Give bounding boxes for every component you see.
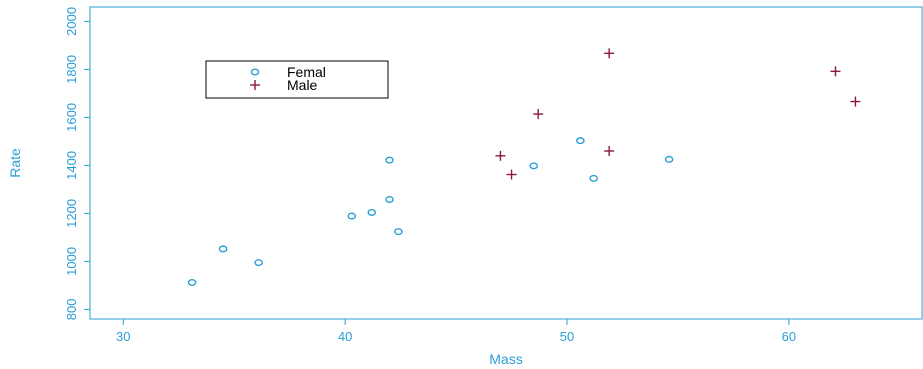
y-tick-label-1400: 1400	[64, 151, 79, 180]
point-male-0	[495, 150, 506, 161]
point-femal-9	[576, 137, 585, 145]
x-tick-label-50: 50	[560, 329, 574, 344]
point-femal-1	[218, 245, 228, 253]
point-male-1	[506, 169, 517, 180]
y-tick-label-1600: 1600	[64, 103, 79, 132]
point-femal-8	[529, 162, 539, 170]
y-tick-label-1000: 1000	[64, 247, 79, 276]
legend-label-femal: Femal	[287, 64, 326, 80]
point-male-4	[604, 146, 615, 156]
x-tick-label-40: 40	[338, 329, 352, 344]
plot-area-frame	[89, 6, 923, 320]
y-axis: 800 1000 1200 1400 1600 1800 2000	[64, 7, 90, 320]
point-femal-4	[367, 208, 377, 216]
data-points	[187, 48, 861, 287]
point-femal-2	[254, 259, 263, 267]
x-tick-label-30: 30	[116, 329, 130, 344]
x-tick-label-60: 60	[782, 329, 796, 344]
y-tick-label-1200: 1200	[64, 199, 79, 228]
point-male-5	[830, 66, 841, 77]
x-axis-title: Mass	[489, 351, 522, 367]
point-femal-10	[589, 174, 598, 182]
legend-marker-male	[250, 80, 260, 90]
point-male-2	[533, 109, 544, 120]
point-femal-3	[347, 212, 357, 220]
legend-box	[205, 60, 389, 99]
point-femal-7	[394, 228, 403, 236]
point-femal-0	[187, 279, 197, 287]
y-tick-label-800: 800	[64, 299, 79, 321]
y-tick-label-2000: 2000	[64, 7, 79, 36]
point-male-3	[604, 48, 615, 59]
legend-label-male: Male	[287, 77, 318, 93]
y-tick-label-1800: 1800	[64, 55, 79, 84]
point-male-6	[850, 96, 861, 107]
point-femal-6	[385, 195, 394, 203]
y-axis-title: Rate	[7, 148, 23, 178]
point-femal-5	[385, 156, 394, 164]
x-axis: 30 40 50 60	[116, 319, 796, 344]
point-femal-11	[664, 155, 674, 163]
legend-marker-femal	[250, 68, 260, 76]
